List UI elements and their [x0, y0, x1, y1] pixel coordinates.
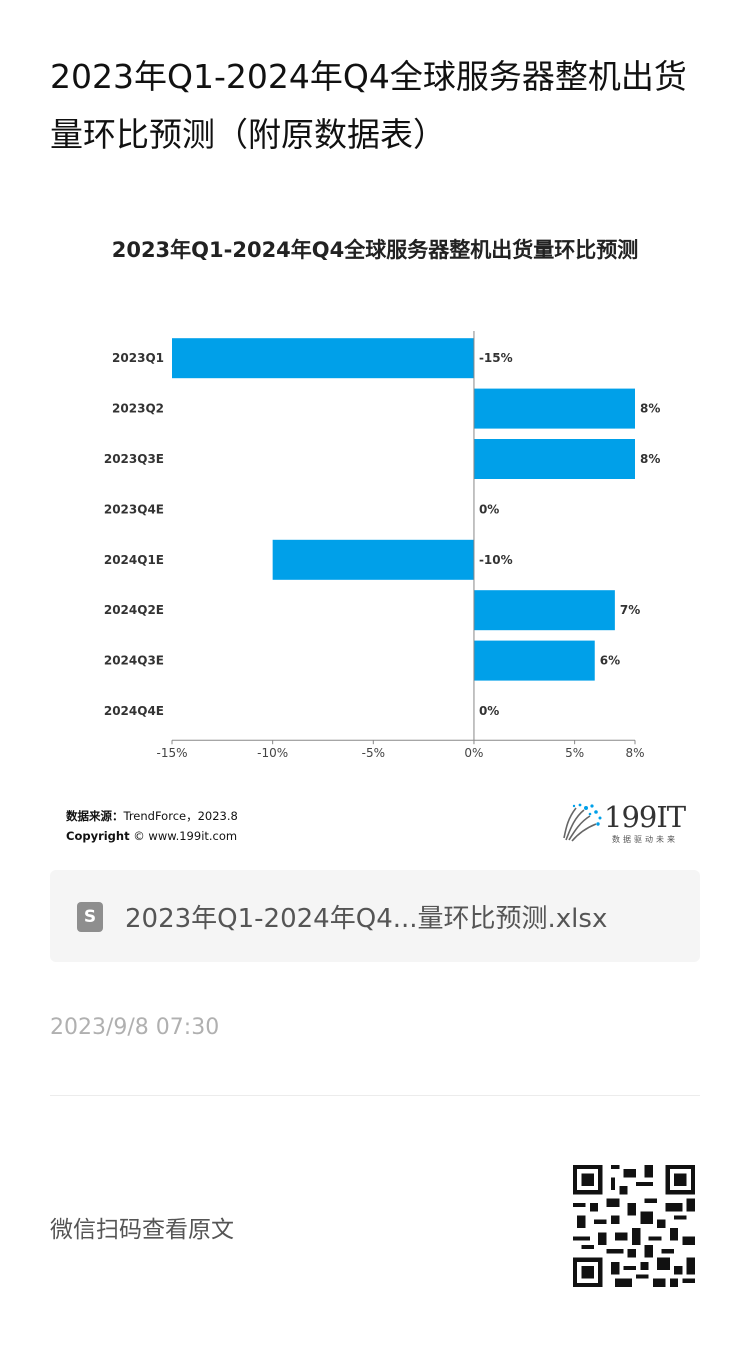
publish-time: 2023/9/8 07:30: [50, 1015, 220, 1040]
data-label: 0%: [479, 502, 499, 516]
source-label: 数据来源：: [66, 809, 124, 823]
copyright-text: © www.199it.com: [133, 829, 238, 843]
category-label: 2023Q3E: [104, 452, 164, 466]
data-label: 8%: [640, 402, 660, 416]
logo-dandelion-icon: [563, 803, 602, 842]
data-label: -10%: [479, 553, 513, 567]
qr-code-icon[interactable]: [573, 1165, 695, 1287]
data-label: 8%: [640, 452, 660, 466]
copyright-label: Copyright: [66, 829, 130, 843]
bar: [473, 640, 595, 681]
category-label: 2023Q2: [112, 402, 164, 416]
bar: [473, 590, 615, 631]
bar: [473, 388, 635, 429]
brand-logo: 199IT 数据驱动未来: [560, 798, 700, 846]
x-tick-label: -10%: [257, 746, 288, 760]
category-label: 2024Q4E: [104, 704, 164, 718]
x-tick-label: 8%: [625, 746, 644, 760]
spreadsheet-file-icon: S: [77, 902, 103, 932]
article-title: 2023年Q1-2024年Q4全球服务器整机出货量环比预测（附原数据表）: [50, 57, 687, 154]
logo-tagline: 数据驱动未来: [612, 835, 678, 844]
chart-card: 2023年Q1-2024年Q4全球服务器整机出货量环比预测 2023Q1 -15%…: [50, 228, 700, 858]
x-tick-label: 5%: [565, 746, 584, 760]
x-tick-label: -5%: [362, 746, 385, 760]
source-block: 数据来源：TrendForce，2023.8 Copyright © www.1…: [66, 806, 238, 846]
bar: [473, 439, 635, 479]
category-label: 2024Q3E: [104, 654, 164, 668]
x-tick-label: 0%: [464, 746, 483, 760]
bar: [172, 338, 474, 379]
bar: [272, 539, 474, 580]
attachment-card[interactable]: S 2023年Q1-2024年Q4...量环比预测.xlsx: [50, 870, 700, 962]
data-label: 0%: [479, 704, 499, 718]
divider: [50, 1095, 700, 1096]
logo-text: 199IT: [604, 800, 686, 834]
attachment-name[interactable]: 2023年Q1-2024年Q4...量环比预测.xlsx: [125, 904, 608, 934]
category-label: 2023Q4E: [104, 502, 164, 516]
qr-hint: 微信扫码查看原文: [50, 1217, 234, 1243]
category-label: 2023Q1: [112, 351, 164, 365]
category-label: 2024Q1E: [104, 553, 164, 567]
data-label: 6%: [600, 654, 620, 668]
category-label: 2024Q2E: [104, 603, 164, 617]
bar-chart: 2023Q1 -15% 2023Q2 8% 2023Q3E 8% 2023Q4E 0% 2024…: [104, 331, 660, 760]
data-label: -15%: [479, 351, 513, 365]
data-label: 7%: [620, 603, 640, 617]
chart-title: 2023年Q1-2024年Q4全球服务器整机出货量环比预测: [111, 238, 639, 262]
x-tick-label: -15%: [156, 746, 187, 760]
source-text: TrendForce，2023.8: [123, 809, 238, 823]
